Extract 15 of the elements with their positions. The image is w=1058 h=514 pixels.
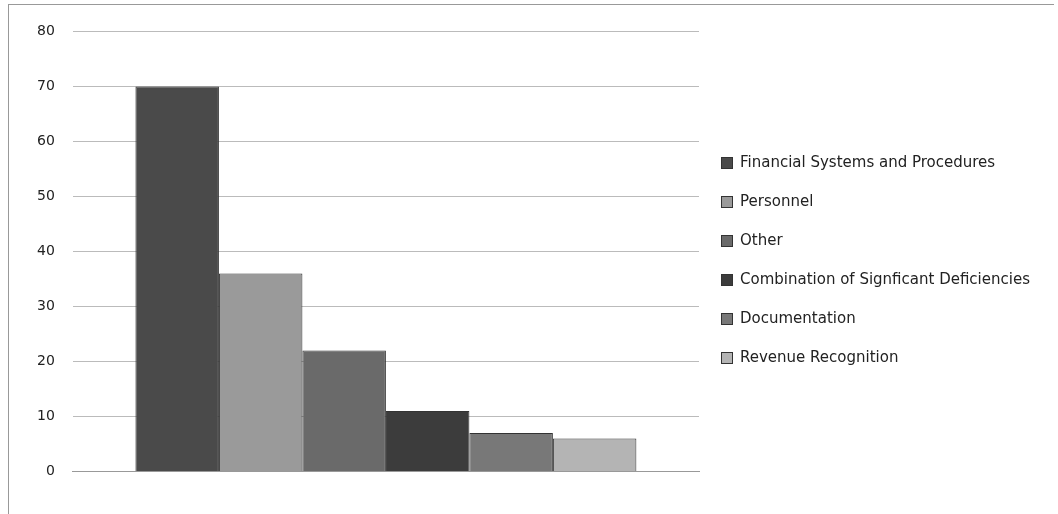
legend-label: Revenue Recognition xyxy=(740,348,899,367)
y-tick-label: 30 xyxy=(36,297,55,314)
y-tick-label: 40 xyxy=(36,242,55,259)
y-tick-label: 20 xyxy=(36,352,55,369)
legend-label: Other xyxy=(740,231,783,250)
legend-label: Combination of Signficant Deficiencies xyxy=(740,270,1030,289)
legend-label: Financial Systems and Procedures xyxy=(740,153,996,172)
y-tick-label: 50 xyxy=(36,187,55,204)
y-tick-label: 10 xyxy=(36,407,55,424)
y-tick-label: 0 xyxy=(45,462,55,479)
legend-label: Documentation xyxy=(740,309,856,328)
y-tick-label: 70 xyxy=(36,77,55,94)
y-tick-label: 80 xyxy=(36,22,55,39)
legend-label: Personnel xyxy=(740,192,814,211)
y-tick-label: 60 xyxy=(36,132,55,149)
